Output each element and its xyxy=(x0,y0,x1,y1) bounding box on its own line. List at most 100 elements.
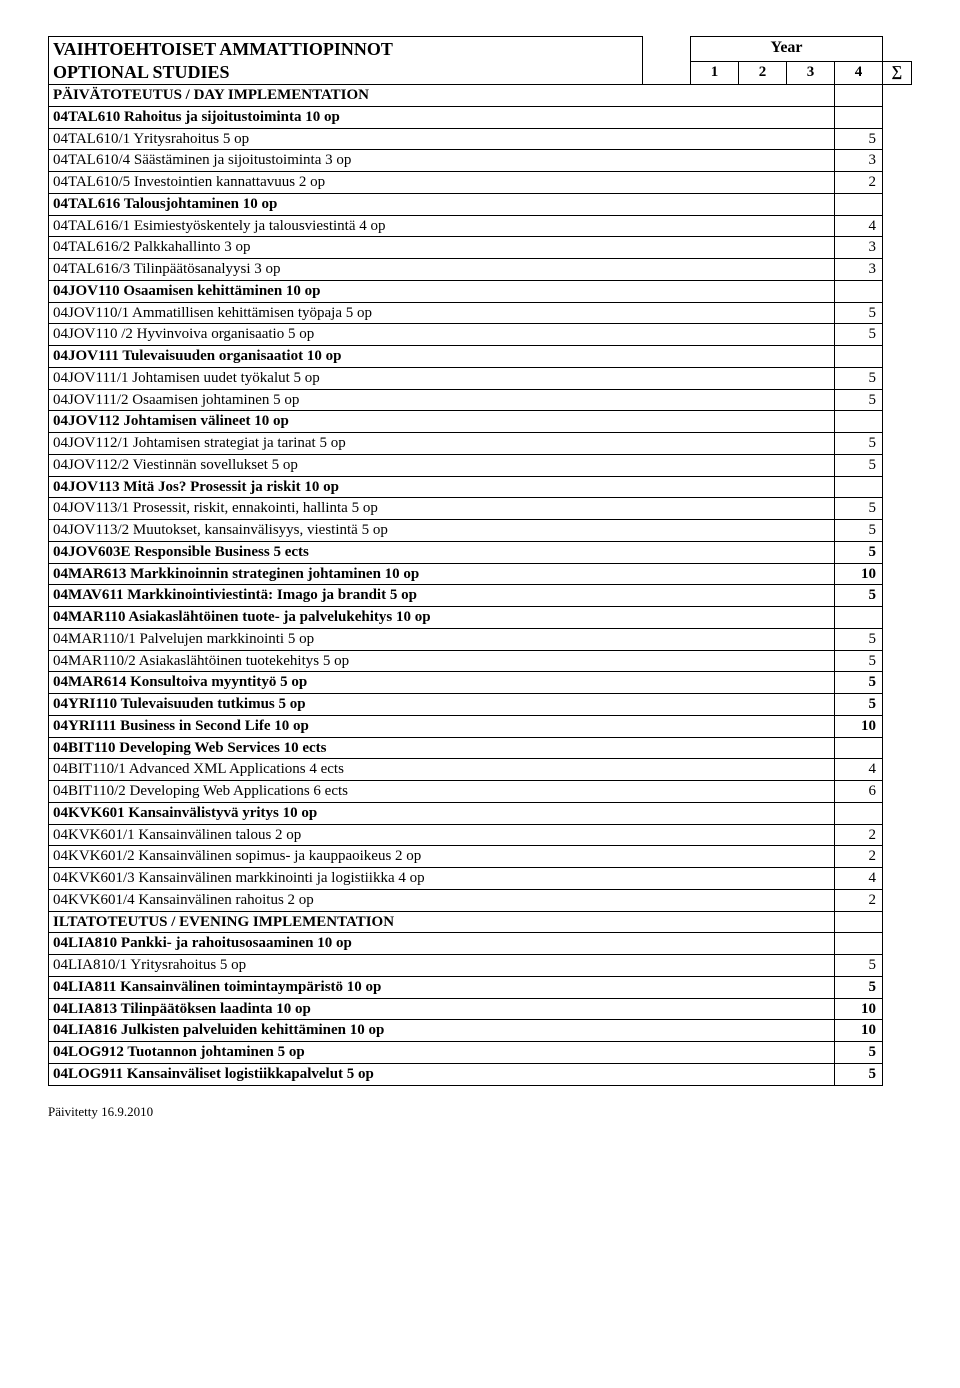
course-name: 04MAV611 Markkinointiviestintä: Imago ja… xyxy=(49,585,835,607)
credit-value xyxy=(835,911,883,933)
credit-value xyxy=(835,346,883,368)
credit-value xyxy=(835,280,883,302)
title-line-1: VAIHTOEHTOISET AMMATTIOPINNOT xyxy=(53,39,393,59)
course-name: 04JOV112/2 Viestinnän sovellukset 5 op xyxy=(49,454,835,476)
credit-value: 10 xyxy=(835,998,883,1020)
credit-value xyxy=(835,933,883,955)
course-name: 04KVK601/1 Kansainvälinen talous 2 op xyxy=(49,824,835,846)
credit-value: 3 xyxy=(835,150,883,172)
credit-value: 10 xyxy=(835,1020,883,1042)
table-row: 04TAL610/5 Investointien kannattavuus 2 … xyxy=(49,172,912,194)
credit-value: 5 xyxy=(835,650,883,672)
year-header: Year xyxy=(691,37,883,62)
credit-value xyxy=(835,193,883,215)
table-row: ILTATOTEUTUS / EVENING IMPLEMENTATION xyxy=(49,911,912,933)
course-name: 04JOV110/1 Ammatillisen kehittämisen työ… xyxy=(49,302,835,324)
table-row: 04JOV113/1 Prosessit, riskit, ennakointi… xyxy=(49,498,912,520)
course-name: 04KVK601/4 Kansainvälinen rahoitus 2 op xyxy=(49,889,835,911)
table-row: 04TAL610/4 Säästäminen ja sijoitustoimin… xyxy=(49,150,912,172)
course-name: 04LOG912 Tuotannon johtaminen 5 op xyxy=(49,1042,835,1064)
table-row: 04JOV110 Osaamisen kehittäminen 10 op xyxy=(49,280,912,302)
credit-value: 10 xyxy=(835,563,883,585)
course-name: 04KVK601/2 Kansainvälinen sopimus- ja ka… xyxy=(49,846,835,868)
course-name: 04JOV111/2 Osaamisen johtaminen 5 op xyxy=(49,389,835,411)
year-col-2: 2 xyxy=(739,61,787,84)
course-name: 04MAR613 Markkinoinnin strateginen johta… xyxy=(49,563,835,585)
table-row: 04LOG912 Tuotannon johtaminen 5 op5 xyxy=(49,1042,912,1064)
credit-value: 10 xyxy=(835,715,883,737)
table-row: 04JOV113/2 Muutokset, kansainvälisyys, v… xyxy=(49,520,912,542)
table-row: 04YRI111 Business in Second Life 10 op10 xyxy=(49,715,912,737)
course-name: 04TAL610/1 Yritysrahoitus 5 op xyxy=(49,128,835,150)
table-row: 04LIA810/1 Yritysrahoitus 5 op5 xyxy=(49,955,912,977)
credit-value: 5 xyxy=(835,454,883,476)
course-name: 04TAL610/4 Säästäminen ja sijoitustoimin… xyxy=(49,150,835,172)
course-name: 04BIT110/1 Advanced XML Applications 4 e… xyxy=(49,759,835,781)
course-name: 04KVK601/3 Kansainvälinen markkinointi j… xyxy=(49,868,835,890)
year-col-3: 3 xyxy=(787,61,835,84)
credit-value: 4 xyxy=(835,868,883,890)
course-name: 04JOV112 Johtamisen välineet 10 op xyxy=(49,411,835,433)
course-name: 04TAL610 Rahoitus ja sijoitustoiminta 10… xyxy=(49,106,835,128)
course-name: 04LOG911 Kansainväliset logistiikkapalve… xyxy=(49,1063,835,1085)
course-name: 04BIT110/2 Developing Web Applications 6… xyxy=(49,781,835,803)
course-name: 04BIT110 Developing Web Services 10 ects xyxy=(49,737,835,759)
table-row: 04LIA811 Kansainvälinen toimintaympärist… xyxy=(49,976,912,998)
credit-value: 2 xyxy=(835,846,883,868)
course-name: 04KVK601 Kansainvälistyvä yritys 10 op xyxy=(49,802,835,824)
course-name: 04MAR110 Asiakaslähtöinen tuote- ja palv… xyxy=(49,607,835,629)
table-row: 04JOV113 Mitä Jos? Prosessit ja riskit 1… xyxy=(49,476,912,498)
course-name: 04JOV113 Mitä Jos? Prosessit ja riskit 1… xyxy=(49,476,835,498)
table-row: 04JOV110/1 Ammatillisen kehittämisen työ… xyxy=(49,302,912,324)
table-row: 04MAR613 Markkinoinnin strateginen johta… xyxy=(49,563,912,585)
credit-value xyxy=(835,737,883,759)
course-name: 04JOV110 /2 Hyvinvoiva organisaatio 5 op xyxy=(49,324,835,346)
credit-value: 4 xyxy=(835,215,883,237)
credit-value: 5 xyxy=(835,389,883,411)
table-row: 04BIT110/1 Advanced XML Applications 4 e… xyxy=(49,759,912,781)
credit-value: 5 xyxy=(835,976,883,998)
year-col-4: 4 xyxy=(835,61,883,84)
course-name: 04TAL610/5 Investointien kannattavuus 2 … xyxy=(49,172,835,194)
table-row: 04KVK601/2 Kansainvälinen sopimus- ja ka… xyxy=(49,846,912,868)
table-row: PÄIVÄTOTEUTUS / DAY IMPLEMENTATION xyxy=(49,85,912,107)
credit-value: 5 xyxy=(835,541,883,563)
course-name: 04JOV111/1 Johtamisen uudet työkalut 5 o… xyxy=(49,367,835,389)
course-name: 04TAL616 Talousjohtaminen 10 op xyxy=(49,193,835,215)
sum-col: ∑ xyxy=(883,61,912,84)
table-row: 04BIT110 Developing Web Services 10 ects xyxy=(49,737,912,759)
table-row: 04MAR110 Asiakaslähtöinen tuote- ja palv… xyxy=(49,607,912,629)
credit-value: 5 xyxy=(835,672,883,694)
course-name: PÄIVÄTOTEUTUS / DAY IMPLEMENTATION xyxy=(49,85,835,107)
table-row: 04JOV112/1 Johtamisen strategiat ja tari… xyxy=(49,433,912,455)
course-name: 04TAL616/2 Palkkahallinto 3 op xyxy=(49,237,835,259)
table-row: 04YRI110 Tulevaisuuden tutkimus 5 op5 xyxy=(49,694,912,716)
credit-value: 5 xyxy=(835,324,883,346)
table-row: 04TAL616/2 Palkkahallinto 3 op3 xyxy=(49,237,912,259)
curriculum-table: VAIHTOEHTOISET AMMATTIOPINNOT OPTIONAL S… xyxy=(48,36,912,1086)
table-row: 04TAL616/1 Esimiestyöskentely ja talousv… xyxy=(49,215,912,237)
page-title: VAIHTOEHTOISET AMMATTIOPINNOT OPTIONAL S… xyxy=(49,37,643,85)
credit-value: 5 xyxy=(835,955,883,977)
course-name: 04MAR614 Konsultoiva myyntityö 5 op xyxy=(49,672,835,694)
course-name: 04JOV113/1 Prosessit, riskit, ennakointi… xyxy=(49,498,835,520)
table-row: 04KVK601/4 Kansainvälinen rahoitus 2 op2 xyxy=(49,889,912,911)
course-name: 04MAR110/2 Asiakaslähtöinen tuotekehitys… xyxy=(49,650,835,672)
table-row: 04KVK601/1 Kansainvälinen talous 2 op2 xyxy=(49,824,912,846)
table-row: 04KVK601/3 Kansainvälinen markkinointi j… xyxy=(49,868,912,890)
course-name: 04LIA813 Tilinpäätöksen laadinta 10 op xyxy=(49,998,835,1020)
footer-updated: Päivitetty 16.9.2010 xyxy=(48,1104,912,1120)
table-row: 04TAL610 Rahoitus ja sijoitustoiminta 10… xyxy=(49,106,912,128)
course-name: 04TAL616/3 Tilinpäätösanalyysi 3 op xyxy=(49,259,835,281)
credit-value: 2 xyxy=(835,172,883,194)
course-name: 04TAL616/1 Esimiestyöskentely ja talousv… xyxy=(49,215,835,237)
course-name: 04JOV110 Osaamisen kehittäminen 10 op xyxy=(49,280,835,302)
credit-value: 2 xyxy=(835,889,883,911)
table-row: 04JOV111/2 Osaamisen johtaminen 5 op5 xyxy=(49,389,912,411)
table-row: 04LOG911 Kansainväliset logistiikkapalve… xyxy=(49,1063,912,1085)
course-name: 04LIA811 Kansainvälinen toimintaympärist… xyxy=(49,976,835,998)
table-row: 04JOV603E Responsible Business 5 ects5 xyxy=(49,541,912,563)
table-row: 04LIA813 Tilinpäätöksen laadinta 10 op10 xyxy=(49,998,912,1020)
title-line-2: OPTIONAL STUDIES xyxy=(53,62,230,82)
course-name: 04JOV603E Responsible Business 5 ects xyxy=(49,541,835,563)
